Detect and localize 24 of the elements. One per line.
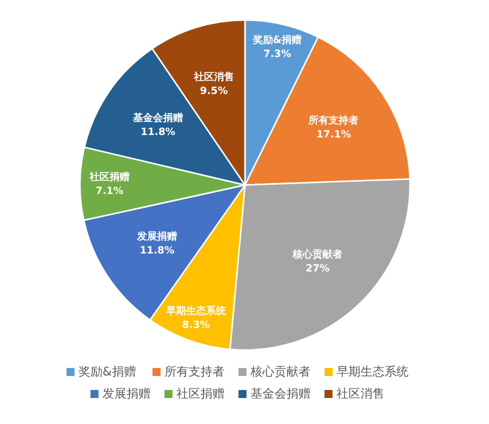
data-label: 11.8%	[140, 126, 176, 138]
slice-label: 奖励&捐赠	[252, 34, 302, 46]
data-label: 9.5%	[200, 86, 228, 97]
data-label: 7.3%	[263, 48, 292, 60]
data-label: 11.8%	[140, 245, 174, 256]
legend-label: 所有支持者	[164, 364, 224, 378]
legend-label: 早期生态系统	[336, 364, 408, 378]
legend-label: 奖励&捐赠	[78, 364, 136, 378]
data-label: 7.1%	[96, 186, 124, 197]
data-label: 8.3%	[182, 320, 210, 331]
slice-label: 基金会捐赠	[132, 112, 183, 124]
slice-label: 核心贡献者	[292, 248, 343, 260]
data-label: 27%	[306, 263, 330, 274]
legend-label: 社区捐赠	[176, 386, 224, 400]
slice-label: 社区捐赠	[88, 170, 130, 183]
legend-label: 社区消售	[336, 386, 384, 400]
slice-label: 早期生态系统	[165, 304, 228, 317]
slice-label: 发展捐赠	[136, 230, 178, 242]
slice-label: 所有支持者	[308, 114, 359, 126]
legend-label: 发展捐赠	[102, 386, 150, 400]
legend-label: 核心贡献者	[250, 364, 310, 378]
legend-label: 基金会捐赠	[250, 386, 310, 400]
data-label: 17.1%	[316, 129, 352, 140]
slice-label: 社区消售	[192, 70, 234, 83]
